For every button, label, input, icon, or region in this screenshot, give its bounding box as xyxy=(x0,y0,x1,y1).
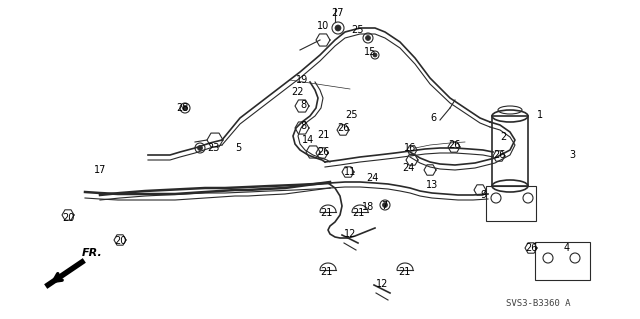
Text: 24: 24 xyxy=(366,173,378,183)
Text: 19: 19 xyxy=(296,75,308,85)
Bar xyxy=(492,116,528,186)
Text: SVS3-B3360 A: SVS3-B3360 A xyxy=(506,299,570,308)
Text: 28: 28 xyxy=(176,103,188,113)
Circle shape xyxy=(198,145,202,151)
Text: FR.: FR. xyxy=(82,248,103,258)
Text: 23: 23 xyxy=(207,143,219,153)
Text: 13: 13 xyxy=(426,180,438,190)
Text: 9: 9 xyxy=(480,190,486,200)
Text: 26: 26 xyxy=(448,140,460,150)
Bar xyxy=(486,186,536,221)
Text: 10: 10 xyxy=(317,21,329,31)
Text: 20: 20 xyxy=(62,213,74,223)
Text: 6: 6 xyxy=(430,113,436,123)
Text: 7: 7 xyxy=(381,201,387,211)
Text: 22: 22 xyxy=(292,87,304,97)
Text: 18: 18 xyxy=(362,202,374,212)
Text: 17: 17 xyxy=(94,165,106,175)
Text: 21: 21 xyxy=(398,267,410,277)
Text: 26: 26 xyxy=(493,150,505,160)
Text: 21: 21 xyxy=(317,130,329,140)
Circle shape xyxy=(335,25,341,31)
Text: 12: 12 xyxy=(376,279,388,289)
Text: 2: 2 xyxy=(500,132,506,142)
Text: 15: 15 xyxy=(364,47,376,57)
Circle shape xyxy=(383,203,387,207)
Circle shape xyxy=(373,53,377,57)
Text: 3: 3 xyxy=(569,150,575,160)
Text: 12: 12 xyxy=(344,229,356,239)
Text: 27: 27 xyxy=(332,8,344,18)
Text: 14: 14 xyxy=(302,135,314,145)
Text: 26: 26 xyxy=(317,147,329,157)
Text: 21: 21 xyxy=(352,208,364,218)
Text: 21: 21 xyxy=(320,208,332,218)
Text: 25: 25 xyxy=(352,25,364,35)
Text: 20: 20 xyxy=(114,236,126,246)
Text: 26: 26 xyxy=(337,123,349,133)
Circle shape xyxy=(182,106,188,110)
Text: 26: 26 xyxy=(525,243,537,253)
Text: 8: 8 xyxy=(300,121,306,131)
Text: 24: 24 xyxy=(402,163,414,173)
Text: 16: 16 xyxy=(404,143,416,153)
Text: 8: 8 xyxy=(300,100,306,110)
Text: 4: 4 xyxy=(564,243,570,253)
Bar xyxy=(535,242,590,280)
Circle shape xyxy=(365,35,371,41)
Text: 11: 11 xyxy=(344,167,356,177)
Text: 25: 25 xyxy=(346,110,358,120)
Text: 21: 21 xyxy=(320,267,332,277)
Text: 5: 5 xyxy=(235,143,241,153)
Text: 1: 1 xyxy=(537,110,543,120)
